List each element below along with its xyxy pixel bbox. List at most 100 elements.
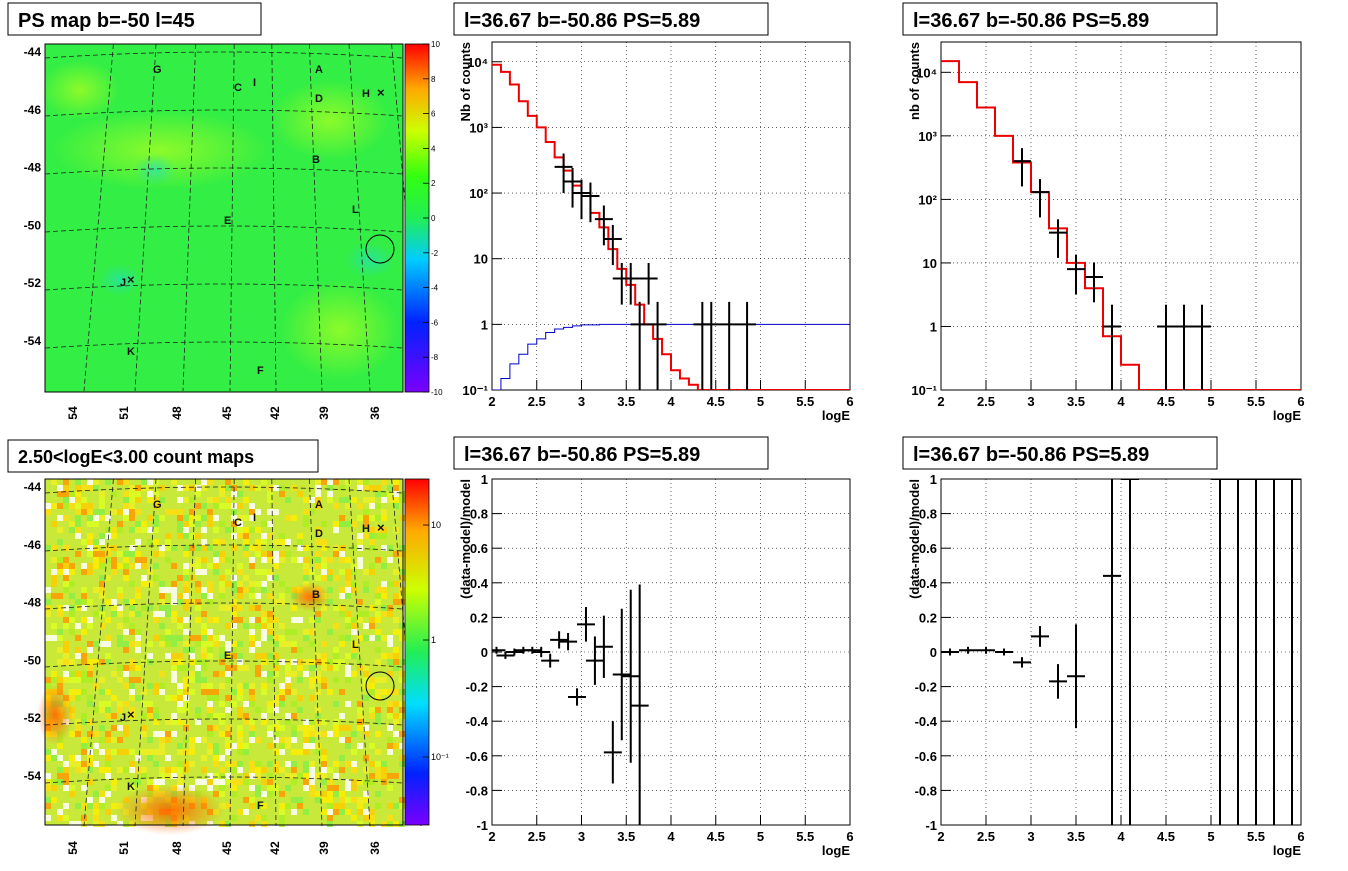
count-pixel — [117, 707, 123, 713]
count-pixel — [87, 545, 93, 551]
count-pixel — [243, 539, 249, 545]
count-pixel — [219, 683, 225, 689]
count-pixel — [309, 617, 315, 623]
count-pixel — [207, 521, 213, 527]
count-pixel — [249, 821, 255, 827]
colorbar-tick-label: -10 — [431, 388, 443, 397]
count-pixel — [159, 497, 165, 503]
y-tick-label: 0.4 — [470, 576, 489, 591]
source-label: G — [153, 64, 162, 76]
count-pixel — [93, 743, 99, 749]
count-pixel — [57, 767, 63, 773]
count-pixel — [75, 533, 81, 539]
count-pixel — [357, 701, 363, 707]
count-pixel — [387, 803, 393, 809]
count-pixel — [141, 521, 147, 527]
count-pixel — [105, 527, 111, 533]
count-pixel — [207, 647, 213, 653]
count-pixel — [249, 641, 255, 647]
count-pixel — [387, 557, 393, 563]
count-pixel — [237, 683, 243, 689]
count-pixel — [213, 791, 219, 797]
count-pixel — [183, 605, 189, 611]
count-pixel — [387, 713, 393, 719]
count-pixel — [213, 779, 219, 785]
count-pixel — [291, 647, 297, 653]
count-pixel — [399, 743, 405, 749]
count-pixel — [63, 497, 69, 503]
x-tick-label: 45 — [220, 406, 234, 420]
count-pixel — [237, 503, 243, 509]
y-tick-label: 0.6 — [919, 541, 937, 556]
source-label: J — [120, 277, 126, 289]
count-pixel — [63, 653, 69, 659]
count-pixel — [387, 653, 393, 659]
count-pixel — [141, 527, 147, 533]
count-pixel — [237, 533, 243, 539]
count-pixel — [135, 779, 141, 785]
count-pixel — [273, 767, 279, 773]
grid-line — [44, 486, 404, 494]
count-pixel — [315, 479, 321, 485]
count-pixel — [255, 593, 261, 599]
x-tick-label: 2 — [937, 394, 944, 409]
count-pixel — [147, 527, 153, 533]
count-pixel — [123, 563, 129, 569]
count-pixel — [255, 707, 261, 713]
count-pixel — [357, 563, 363, 569]
count-pixel — [51, 623, 57, 629]
source-label: J — [120, 712, 126, 724]
count-pixel — [147, 479, 153, 485]
count-pixel — [111, 599, 117, 605]
count-pixel — [243, 797, 249, 803]
count-pixel — [63, 617, 69, 623]
count-pixel — [111, 779, 117, 785]
count-pixel — [45, 587, 51, 593]
count-pixel — [351, 629, 357, 635]
count-pixel — [213, 539, 219, 545]
count-pixel — [141, 713, 147, 719]
count-pixel — [399, 761, 405, 767]
count-pixel — [393, 731, 399, 737]
count-pixel — [177, 659, 183, 665]
count-pixel — [117, 605, 123, 611]
count-pixel — [51, 569, 57, 575]
count-pixel — [141, 731, 147, 737]
count-pixel — [183, 725, 189, 731]
count-pixel — [309, 629, 315, 635]
count-pixel — [225, 647, 231, 653]
count-pixel — [141, 575, 147, 581]
count-pixel — [243, 575, 249, 581]
count-pixel — [201, 653, 207, 659]
grid-line — [44, 718, 404, 726]
count-pixel — [309, 761, 315, 767]
count-pixel — [69, 677, 75, 683]
count-pixel — [291, 749, 297, 755]
count-pixel — [87, 569, 93, 575]
count-pixel — [285, 761, 291, 767]
count-pixel — [351, 785, 357, 791]
count-pixel — [207, 713, 213, 719]
count-pixel — [231, 545, 237, 551]
count-pixel — [69, 527, 75, 533]
count-pixel — [171, 563, 177, 569]
count-pixel — [225, 485, 231, 491]
count-pixel — [111, 491, 117, 497]
x-tick-label: 4 — [1117, 394, 1125, 409]
count-pixel — [171, 671, 177, 677]
count-pixel — [243, 809, 249, 815]
count-pixel — [135, 677, 141, 683]
count-pixel — [279, 701, 285, 707]
count-pixel — [99, 611, 105, 617]
count-pixel — [279, 485, 285, 491]
count-pixel — [267, 785, 273, 791]
grid-line — [44, 283, 404, 291]
count-pixel — [393, 821, 399, 827]
count-pixel — [195, 677, 201, 683]
count-pixel — [285, 587, 291, 593]
count-pixel — [105, 635, 111, 641]
y-tick-label: -0.6 — [915, 749, 937, 764]
count-pixel — [57, 527, 63, 533]
count-pixel — [51, 677, 57, 683]
count-pixel — [327, 569, 333, 575]
